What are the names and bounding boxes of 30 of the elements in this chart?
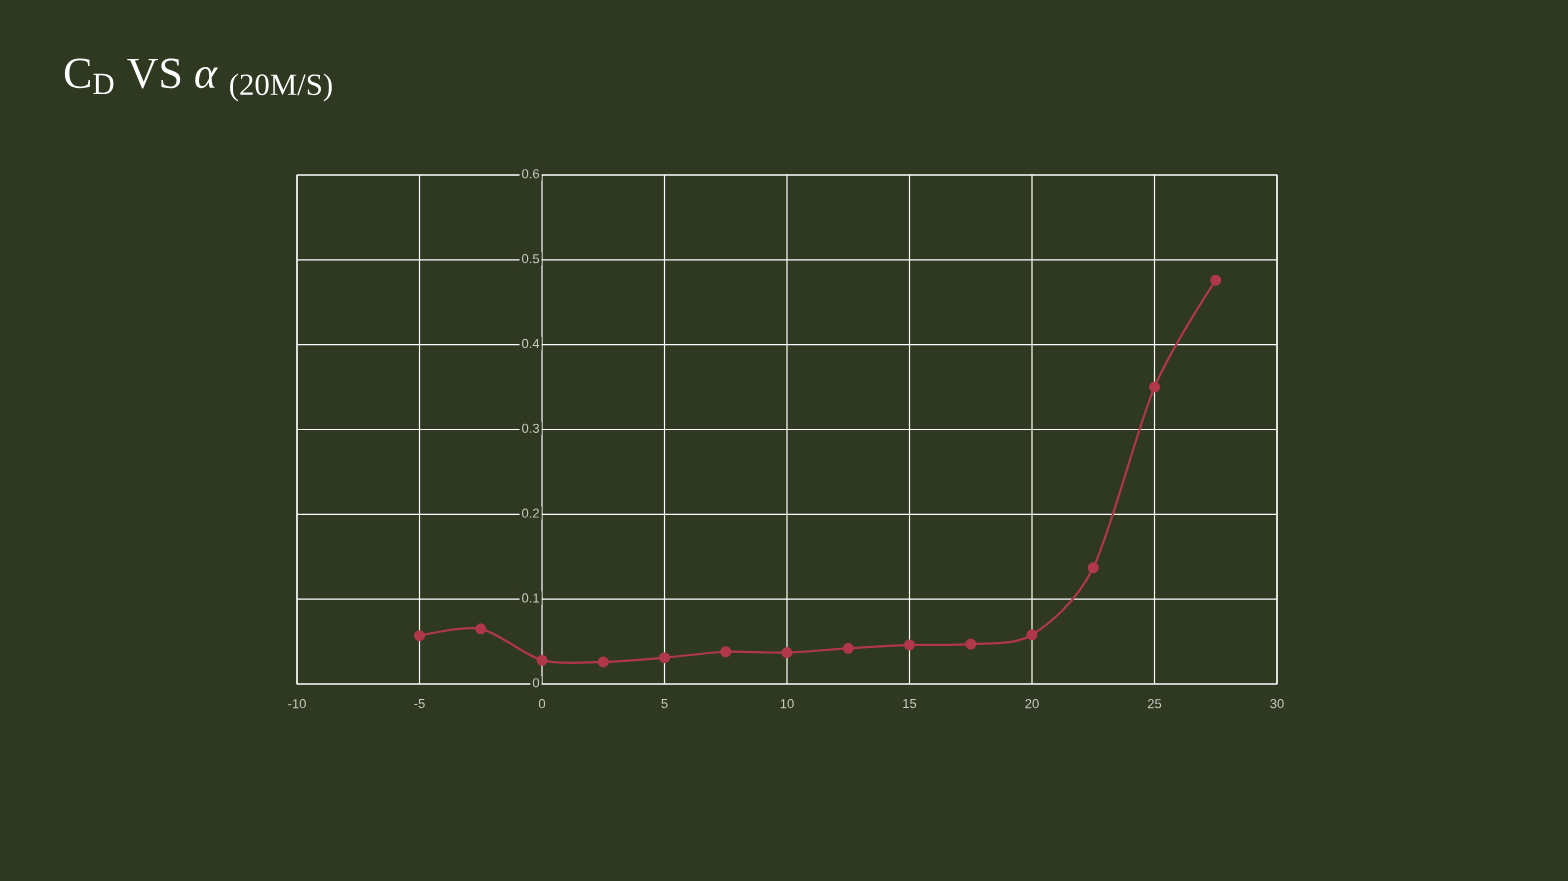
point xyxy=(1149,381,1161,393)
point xyxy=(781,647,793,659)
x-tick-label: 5 xyxy=(661,699,668,709)
point xyxy=(1087,562,1099,574)
y-tick-label: 0.4 xyxy=(522,338,540,349)
point xyxy=(842,642,854,654)
x-tick-label: -10 xyxy=(288,699,306,709)
point xyxy=(659,652,671,664)
x-tick-label: 25 xyxy=(1147,699,1162,709)
y-tick-label: 0.6 xyxy=(522,169,540,179)
point xyxy=(1210,274,1222,286)
x-tick-label: 15 xyxy=(903,699,917,709)
x-tick-label: 20 xyxy=(1025,699,1039,709)
y-tick-label: 0.3 xyxy=(522,423,540,433)
point xyxy=(904,639,916,651)
point xyxy=(536,654,548,666)
chart-title: C$_{D}$ VS α $_{(20M/S)}$ xyxy=(64,58,332,102)
point xyxy=(720,646,732,658)
x-tick-label: -5 xyxy=(414,699,425,709)
y-tick-label: 0 xyxy=(532,678,540,688)
point xyxy=(475,623,487,635)
x-tick-label: 10 xyxy=(780,699,794,709)
y-tick-label: 0.2 xyxy=(522,508,539,518)
y-tick-label: 0.5 xyxy=(522,254,540,264)
x-tick-label: 30 xyxy=(1270,699,1284,709)
y-tick-label: 0.1 xyxy=(522,593,539,603)
point xyxy=(414,630,426,642)
point xyxy=(1026,629,1038,641)
point xyxy=(965,638,977,650)
point xyxy=(597,656,609,668)
